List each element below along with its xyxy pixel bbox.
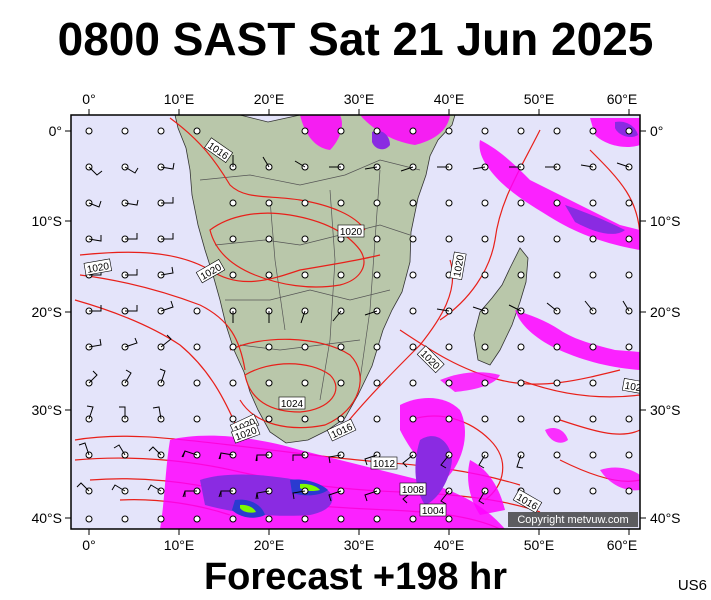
longitude-labels-top: 0° 10°E 20°E 30°E 40°E 50°E 60°E xyxy=(82,91,637,107)
lat-label: 0° xyxy=(650,123,663,139)
lon-label: 50°E xyxy=(524,91,555,107)
lat-label: 20°S xyxy=(31,304,62,320)
lat-label: 40°S xyxy=(31,510,62,526)
isobar-label: 1008 xyxy=(402,485,425,496)
forecast-label: Forecast +198 hr xyxy=(203,556,508,598)
africa-landmass xyxy=(174,115,456,444)
lat-label: 10°S xyxy=(31,213,62,229)
lat-label: 30°S xyxy=(31,402,62,418)
lon-label: 50°E xyxy=(524,537,555,553)
lat-label: 20°S xyxy=(650,304,681,320)
copyright-box: Copyright metvuw.com xyxy=(508,512,638,527)
isobar-label: 1020 xyxy=(86,261,110,276)
precipitation xyxy=(160,115,640,529)
lon-label: 0° xyxy=(82,537,95,553)
isobar-label: 102 xyxy=(624,381,643,395)
lon-label: 60°E xyxy=(607,91,638,107)
lon-label: 20°E xyxy=(254,91,285,107)
lon-label: 30°E xyxy=(344,91,375,107)
lon-label: 30°E xyxy=(344,537,375,553)
lon-label: 40°E xyxy=(434,91,465,107)
map-frame xyxy=(70,114,641,530)
wind-barbs xyxy=(76,155,630,505)
latitude-labels-left: 0° 10°S 20°S 30°S 40°S xyxy=(31,123,62,526)
copyright-text: Copyright metvuw.com xyxy=(517,514,628,526)
lat-label: 30°S xyxy=(650,402,681,418)
isobar-label: 1020 xyxy=(452,254,467,278)
lon-label: 20°E xyxy=(254,537,285,553)
lat-label: 0° xyxy=(49,123,62,139)
lon-label: 10°E xyxy=(164,91,195,107)
isobar-label: 1012 xyxy=(373,459,396,470)
longitude-labels-bottom: 0° 10°E 20°E 30°E 40°E 50°E 60°E xyxy=(82,537,637,553)
lon-label: 10°E xyxy=(164,537,195,553)
isobar-label: 1024 xyxy=(281,399,304,410)
lat-label: 40°S xyxy=(650,510,681,526)
map-code: US6 xyxy=(677,577,707,594)
lon-label: 40°E xyxy=(434,537,465,553)
lon-label: 60°E xyxy=(607,537,638,553)
axis-ticks xyxy=(65,109,646,535)
lon-label: 0° xyxy=(82,91,95,107)
latitude-labels-right: 0° 10°S 20°S 30°S 40°S xyxy=(650,123,681,526)
isobar-label: 1004 xyxy=(422,506,445,517)
map-title: 0800 SAST Sat 21 Jun 2025 xyxy=(57,13,654,65)
madagascar xyxy=(473,247,529,366)
lat-label: 10°S xyxy=(650,213,681,229)
isobar-label: 1020 xyxy=(340,227,363,238)
